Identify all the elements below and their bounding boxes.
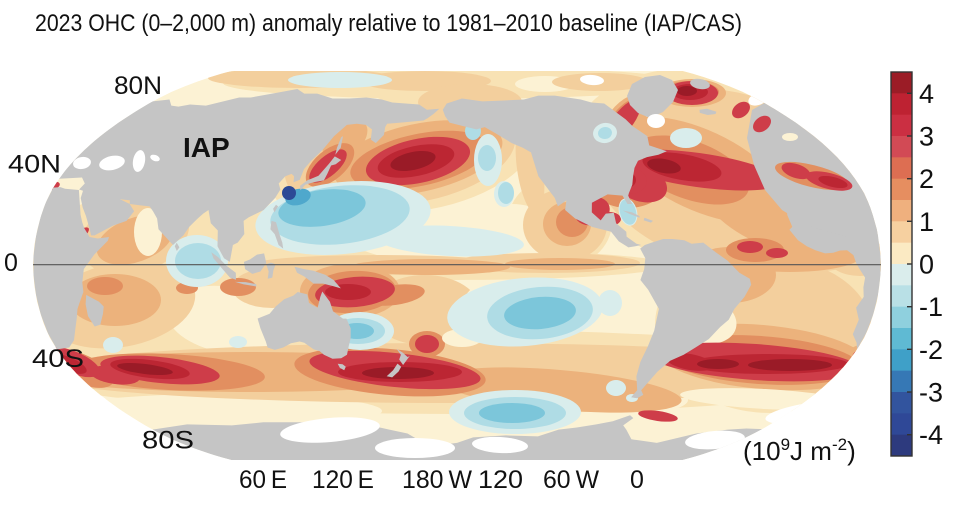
svg-text:2: 2: [919, 164, 934, 194]
svg-text:120: 120: [478, 466, 523, 494]
svg-text:3: 3: [919, 122, 934, 152]
svg-text:-2: -2: [919, 335, 943, 365]
svg-text:-4: -4: [919, 420, 943, 450]
svg-text:80S: 80S: [142, 427, 194, 455]
svg-text:180 W: 180 W: [402, 466, 472, 494]
svg-text:1: 1: [919, 207, 934, 237]
svg-text:-1: -1: [919, 292, 943, 322]
svg-text:IAP: IAP: [183, 132, 230, 163]
svg-text:120 E: 120 E: [312, 466, 374, 494]
svg-text:0: 0: [919, 250, 934, 280]
svg-text:0: 0: [630, 466, 644, 494]
svg-text:2023 OHC (0–2,000 m) anomaly r: 2023 OHC (0–2,000 m) anomaly relative to…: [35, 10, 742, 37]
svg-text:80N: 80N: [114, 72, 162, 100]
svg-text:-3: -3: [919, 378, 943, 408]
svg-text:0: 0: [4, 249, 18, 277]
svg-text:60 E: 60 E: [239, 466, 287, 494]
svg-text:40S: 40S: [32, 345, 84, 373]
svg-text:40N: 40N: [8, 151, 61, 179]
svg-text:4: 4: [919, 79, 934, 109]
svg-text:60 W: 60 W: [543, 466, 599, 494]
